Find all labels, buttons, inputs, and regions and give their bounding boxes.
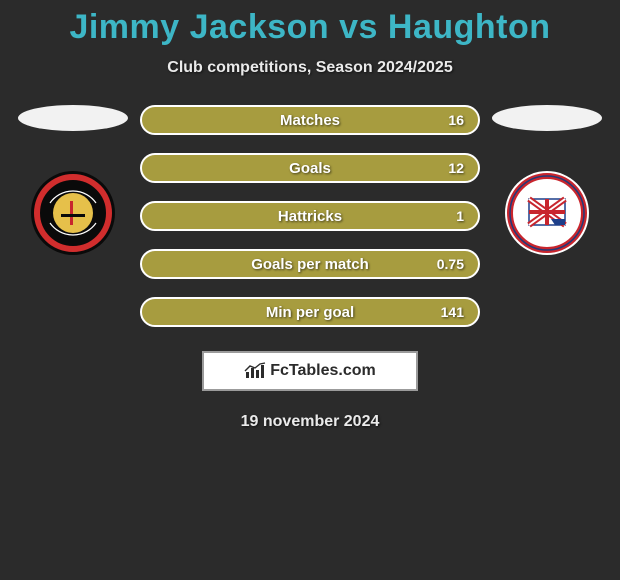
branding-label: FcTables.com <box>270 362 376 380</box>
title-text: Jimmy Jackson vs Haughton <box>69 8 550 46</box>
page-title: Jimmy Jackson vs Haughton <box>0 8 620 47</box>
main-row: Matches 16 Goals 12 Hattricks 1 Goals pe… <box>0 105 620 327</box>
right-ellipse <box>492 105 602 131</box>
stat-row-hattricks: Hattricks 1 <box>140 201 480 231</box>
right-club-badge <box>505 171 589 255</box>
stat-label: Hattricks <box>278 208 342 225</box>
stat-row-min-per-goal: Min per goal 141 <box>140 297 480 327</box>
stat-value: 12 <box>448 160 464 176</box>
ebbsfleet-crest-icon <box>31 171 115 255</box>
stat-row-goals: Goals 12 <box>140 153 480 183</box>
branding-box: FcTables.com <box>202 351 418 391</box>
stats-column: Matches 16 Goals 12 Hattricks 1 Goals pe… <box>140 105 480 327</box>
right-column <box>492 105 602 255</box>
afc-fylde-crest-icon <box>505 171 589 255</box>
subtitle: Club competitions, Season 2024/2025 <box>0 59 620 77</box>
bar-chart-icon <box>244 362 266 380</box>
stat-row-goals-per-match: Goals per match 0.75 <box>140 249 480 279</box>
stat-value: 1 <box>456 208 464 224</box>
stat-label: Matches <box>280 112 340 129</box>
infographic-container: Jimmy Jackson vs Haughton Club competiti… <box>0 0 620 431</box>
stat-value: 0.75 <box>437 256 464 272</box>
left-column <box>18 105 128 255</box>
stat-row-matches: Matches 16 <box>140 105 480 135</box>
stat-value: 16 <box>448 112 464 128</box>
stat-label: Min per goal <box>266 304 354 321</box>
stat-label: Goals <box>289 160 331 177</box>
left-club-badge <box>31 171 115 255</box>
stat-label: Goals per match <box>251 256 369 273</box>
stat-value: 141 <box>441 304 464 320</box>
left-ellipse <box>18 105 128 131</box>
date-label: 19 november 2024 <box>0 413 620 431</box>
